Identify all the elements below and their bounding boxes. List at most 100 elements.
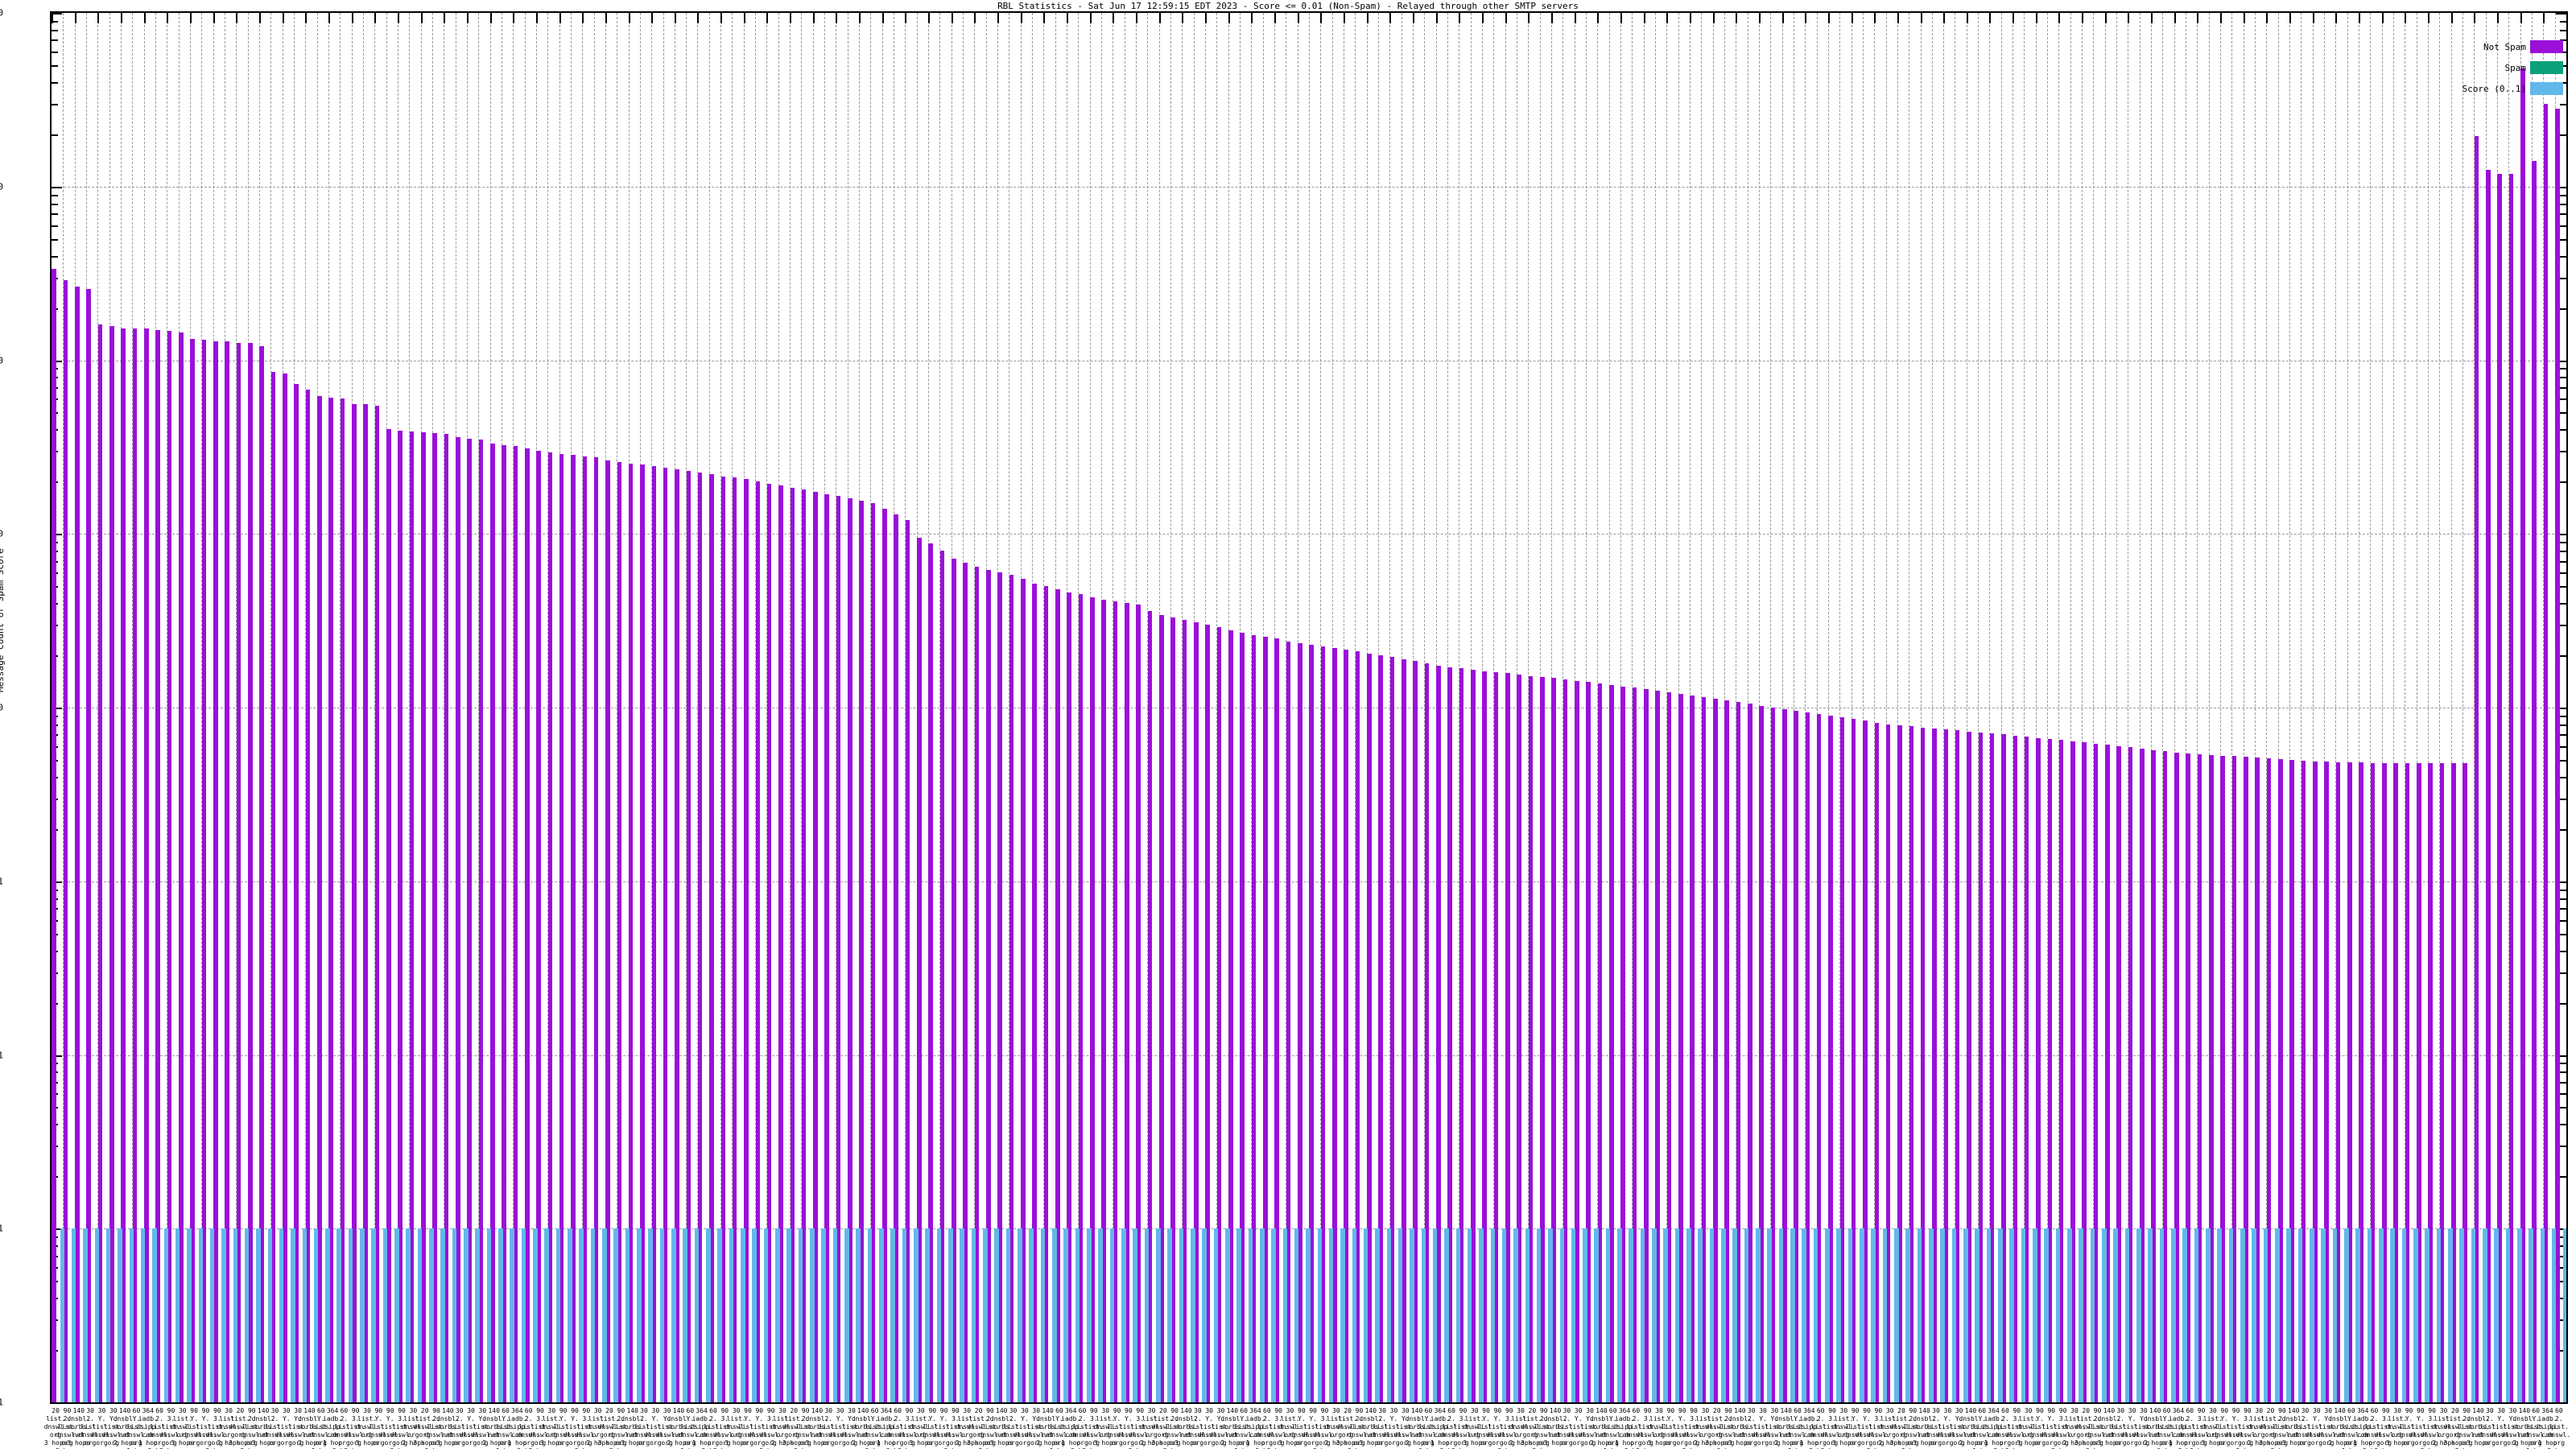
x-axis-label-line: 90: [1690, 1407, 1698, 1414]
x-axis-label-line: 3 hops: [171, 1439, 195, 1447]
bar-not-spam: [2405, 762, 2410, 1402]
x-axis-label-line: list.: [1453, 1423, 1473, 1430]
x-axis-label-line: list.: [2064, 1415, 2084, 1422]
y-axis-major-tick: [2556, 1055, 2566, 1057]
x-axis-label-line: com: [1988, 1431, 2000, 1439]
x-axis-label-line: 2 hops: [390, 1447, 414, 1449]
x-axis-label-line: org: [1030, 1439, 1042, 1447]
x-axis-label-line: 3 hops: [1717, 1447, 1740, 1449]
x-axis-label-line: 2.: [1632, 1415, 1641, 1422]
x-axis-tick-top: [1597, 13, 1600, 23]
y-axis-minor-tick: [52, 51, 58, 53]
x-axis-label-line: dnswl.: [2190, 1431, 2214, 1439]
x-axis-label-line: 364: [1064, 1407, 1077, 1414]
x-axis-label-line: list.: [646, 1423, 666, 1430]
x-axis-label-line: 2 hops: [332, 1447, 356, 1449]
x-axis-label-line: 2.: [617, 1415, 625, 1422]
x-axis-tick-label: 30 2. list. dnswl. org: [2293, 1407, 2317, 1447]
x-axis-label-line: org: [477, 1439, 489, 1447]
x-axis-label-line: dnswl.: [1047, 1431, 1071, 1439]
x-axis-tick-label: 140 dnsbl. sorbs. net 3 hops: [1913, 1407, 1936, 1447]
x-axis-label-line: dnswl.: [2235, 1431, 2260, 1439]
x-axis-tick-label: 30 Y. list. dnswl. org: [90, 1407, 114, 1447]
x-axis-tick-label: 90 Y. list. dnswl. org: [1290, 1407, 1313, 1447]
y-axis-minor-tick: [52, 225, 58, 227]
x-axis-label-line: 20: [2266, 1407, 2275, 1414]
x-axis-label-line: 2.: [640, 1415, 648, 1422]
x-axis-label-line: Y.: [1298, 1415, 1306, 1422]
bar-not-spam: [1586, 682, 1591, 1402]
x-axis-label-line: org: [869, 1439, 881, 1447]
bar-not-spam: [524, 448, 530, 1402]
x-axis-label-line: dnsbl.: [1543, 1415, 1567, 1422]
x-axis-label-line: org: [2080, 1431, 2092, 1439]
vertical-gridline: [2104, 13, 2106, 1402]
x-axis-label-line: 3 hops: [1532, 1447, 1555, 1449]
x-axis-label-line: Y.: [2220, 1415, 2229, 1422]
bar-not-spam: [547, 452, 553, 1402]
x-axis-label-line: 30: [270, 1407, 279, 1414]
x-axis-tick-label: 140 dnsbl. sorbs. net 3 hops: [1174, 1407, 1198, 1447]
x-axis-label-line: dnswl.: [597, 1423, 621, 1430]
y-axis-minor-tick: [2560, 1107, 2566, 1109]
x-axis-label-line: org: [1399, 1439, 1412, 1447]
x-axis-label-line: 140: [857, 1407, 869, 1414]
bar-not-spam: [720, 476, 726, 1402]
bar-not-spam: [2162, 751, 2168, 1402]
bar-score: [2182, 1228, 2187, 1402]
x-axis-tick-label: 140 dnsbl. sorbs. net 3 hops: [67, 1407, 90, 1447]
x-axis-label-line: list.: [495, 1423, 516, 1430]
y-axis-major-tick: [2556, 708, 2566, 709]
x-axis-label-line: 2 hops: [297, 1439, 321, 1447]
x-axis-label-line: Y.: [2417, 1415, 2425, 1422]
x-axis-label-line: 2 hops: [1497, 1447, 1521, 1449]
x-axis-label-line: 364: [511, 1407, 523, 1414]
bar-score: [486, 1228, 492, 1402]
x-axis-label-line: dnsbl.: [1913, 1415, 1937, 1422]
x-axis-label-line: 364: [1434, 1407, 1447, 1414]
x-axis-label-line: dnswl.: [240, 1431, 264, 1439]
x-axis-label-line: dnswl.: [2062, 1423, 2087, 1430]
x-axis-label-line: 90: [986, 1407, 994, 1414]
x-axis-label-line: 90: [247, 1407, 256, 1414]
x-axis-label-line: 90: [744, 1407, 752, 1414]
x-axis-tick-label: 30 list. dnswl. org 2 hops: [1509, 1407, 1533, 1447]
y-axis-minor-tick: [2560, 1081, 2566, 1084]
x-axis-label-line: 1 hop: [2524, 1447, 2548, 1449]
y-axis-tick-label: 1000: [0, 355, 3, 365]
bar-score: [105, 1228, 111, 1402]
bar-score: [867, 1228, 873, 1402]
x-axis-label-line: 30: [2393, 1407, 2402, 1414]
x-axis-label-line: 90: [1828, 1407, 1836, 1414]
x-axis-label-line: com: [2356, 1431, 2369, 1439]
bar-not-spam: [1897, 725, 1902, 1402]
x-axis-label-line: 60: [2162, 1407, 2171, 1414]
x-axis-label-line: 2.: [2462, 1415, 2471, 1422]
x-axis-label-line: list.: [1280, 1415, 1300, 1422]
x-axis-tick-label: 30 Y. list. dnswl. org: [1936, 1407, 1959, 1447]
bar-not-spam: [1759, 706, 1764, 1402]
x-axis-label-line: 90: [2093, 1407, 2102, 1414]
x-axis-label-line: dnswl.: [1947, 1431, 1971, 1439]
x-axis-tick-top: [328, 13, 330, 23]
x-axis-label-line: dnswl.: [2454, 1431, 2479, 1439]
x-axis-label-line: iadb.: [691, 1415, 712, 1422]
x-axis-label-line: 90: [2462, 1407, 2471, 1414]
x-axis-label-line: dnswl.: [2017, 1423, 2041, 1430]
x-axis-tick-top: [2220, 13, 2223, 23]
x-axis-label-line: dnswl.: [194, 1431, 217, 1439]
x-axis-tick-label: 140 dnsbl. sorbs. net 2 hops: [1406, 1407, 1429, 1447]
x-axis-label-line: org: [395, 1439, 408, 1447]
x-axis-label-line: 20: [52, 1407, 60, 1414]
x-axis-tick-label: 30 Y. list. dnswl. org: [1025, 1407, 1048, 1447]
x-axis-label-line: 30: [848, 1407, 856, 1414]
x-axis-label-line: org: [1272, 1439, 1285, 1447]
x-axis-label-line: 3.: [766, 1415, 775, 1422]
x-axis-label-line: org: [2425, 1439, 2438, 1447]
x-axis-label-line: Y.: [1678, 1415, 1686, 1422]
x-axis-label-line: 2 hops: [2178, 1447, 2202, 1449]
x-axis-label-line: org: [522, 1439, 535, 1447]
bar-score: [1340, 1228, 1345, 1402]
x-axis-label-line: list.: [576, 1423, 597, 1430]
